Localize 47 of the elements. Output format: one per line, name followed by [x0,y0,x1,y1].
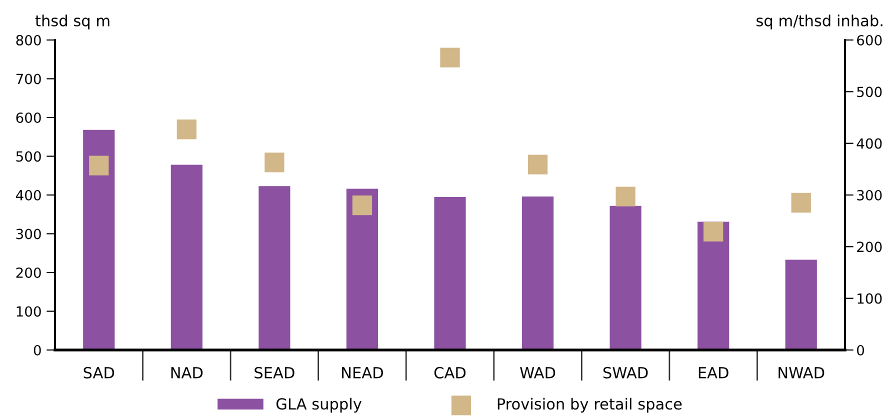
bar [698,222,730,350]
bar [785,260,817,350]
x-tick-label: SAD [84,366,114,378]
legend-label: GLA supply [276,398,362,413]
point [352,196,372,216]
y-tick-label: 700 [16,74,41,84]
point [89,156,109,176]
y-tick-label: 0 [34,344,41,356]
x-tick-label: NWAD [778,367,824,378]
y-tick-label: 500 [16,151,41,162]
point [791,192,811,213]
y-tick-label: 200 [16,267,41,278]
y2-tick-label: 400 [856,138,882,149]
bar [434,196,466,350]
legend-label: Provision by retail space [498,398,682,413]
point [616,186,636,206]
x-tick-label: SWAD [603,366,648,378]
point [440,48,460,68]
y2-tick-label: 300 [857,190,882,200]
y2-tick-label: 200 [857,242,882,252]
x-tick-label: EAD [698,367,728,378]
bar [170,164,202,350]
bar [522,196,554,350]
point [176,120,196,140]
y-axis-title: thsd sq m [35,14,110,30]
y2-tick-label: 100 [858,293,882,304]
point [264,152,284,172]
x-tick-label: NAD [171,367,203,378]
y-tick-label: 400 [16,190,41,200]
point [528,154,548,174]
x-tick-label: SEAD [254,366,294,378]
x-tick-label: WAD [520,367,556,378]
y2-tick-label: 600 [857,34,882,46]
x-tick-label: NEAD [342,367,383,378]
y2-axis-title: sq m/thsd inhab. [756,14,882,30]
y2-tick-label: 0 [857,344,864,356]
y-tick-label: 800 [16,34,41,46]
y2-tick-label: 500 [857,86,882,98]
bar [610,206,642,350]
point [704,222,724,242]
bar [258,186,290,350]
y-tick-label: 100 [16,306,41,317]
bar [83,130,115,350]
y-tick-label: 600 [16,112,41,123]
bar [346,188,378,350]
x-tick-label: CAD [434,366,466,378]
y-tick-label: 300 [16,228,41,240]
